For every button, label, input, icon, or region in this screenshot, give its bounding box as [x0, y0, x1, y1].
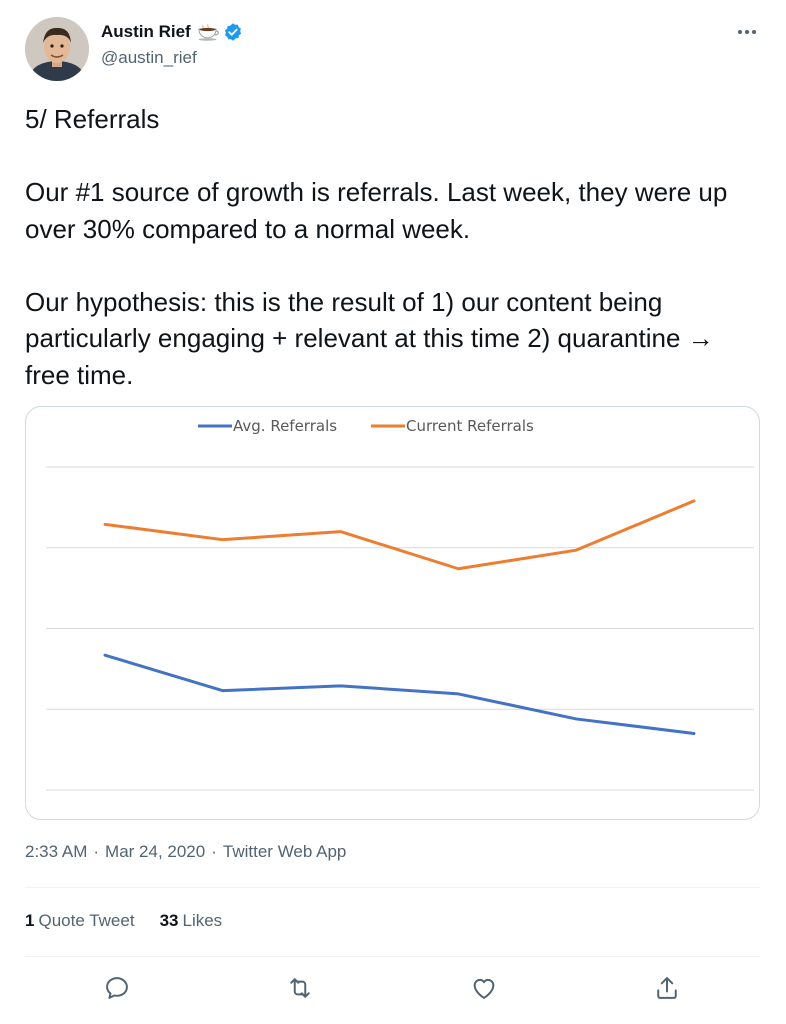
legend-label: Current Referrals [406, 417, 534, 435]
action-bar [0, 974, 786, 1004]
likes-stat[interactable]: 33 Likes [160, 911, 223, 931]
avatar[interactable] [25, 17, 89, 81]
like-icon[interactable] [470, 974, 498, 1002]
author-name[interactable]: Austin Rief [101, 22, 191, 41]
series-line [103, 499, 696, 571]
share-icon[interactable] [653, 974, 681, 1002]
more-options-icon[interactable] [733, 22, 761, 42]
quote-label: Quote Tweet [38, 911, 135, 930]
likes-count: 33 [159, 911, 179, 930]
tweet-text: 5/ Referrals Our #1 source of growth is … [25, 104, 728, 390]
line-chart: Avg. Referrals Current Referrals [46, 417, 754, 791]
quote-count: 1 [25, 911, 35, 930]
verified-badge-icon [223, 22, 243, 42]
meta-separator: · [211, 842, 217, 861]
quote-tweets-stat[interactable]: 1 Quote Tweet [25, 911, 135, 931]
series-line [103, 653, 696, 735]
legend-label: Avg. Referrals [233, 417, 337, 435]
author-handle[interactable]: @austin_rief [101, 48, 197, 67]
tweet-stats: 1 Quote Tweet 33 Likes [25, 911, 222, 931]
coffee-emoji-icon [197, 23, 219, 41]
meta-separator: · [93, 842, 100, 861]
tweet-time[interactable]: 2:33 AM [25, 842, 88, 861]
retweet-icon[interactable] [286, 974, 314, 1002]
tweet-source[interactable]: Twitter Web App [222, 842, 347, 861]
tweet-date[interactable]: Mar 24, 2020 [105, 842, 206, 861]
reply-icon[interactable] [103, 974, 131, 1002]
tweet-meta: 2:33 AM · Mar 24, 2020 · Twitter Web App [25, 842, 346, 862]
divider [25, 887, 760, 888]
likes-label: Likes [182, 911, 223, 930]
divider [25, 956, 760, 957]
chart-image-card[interactable]: Avg. Referrals Current Referrals [25, 406, 760, 820]
